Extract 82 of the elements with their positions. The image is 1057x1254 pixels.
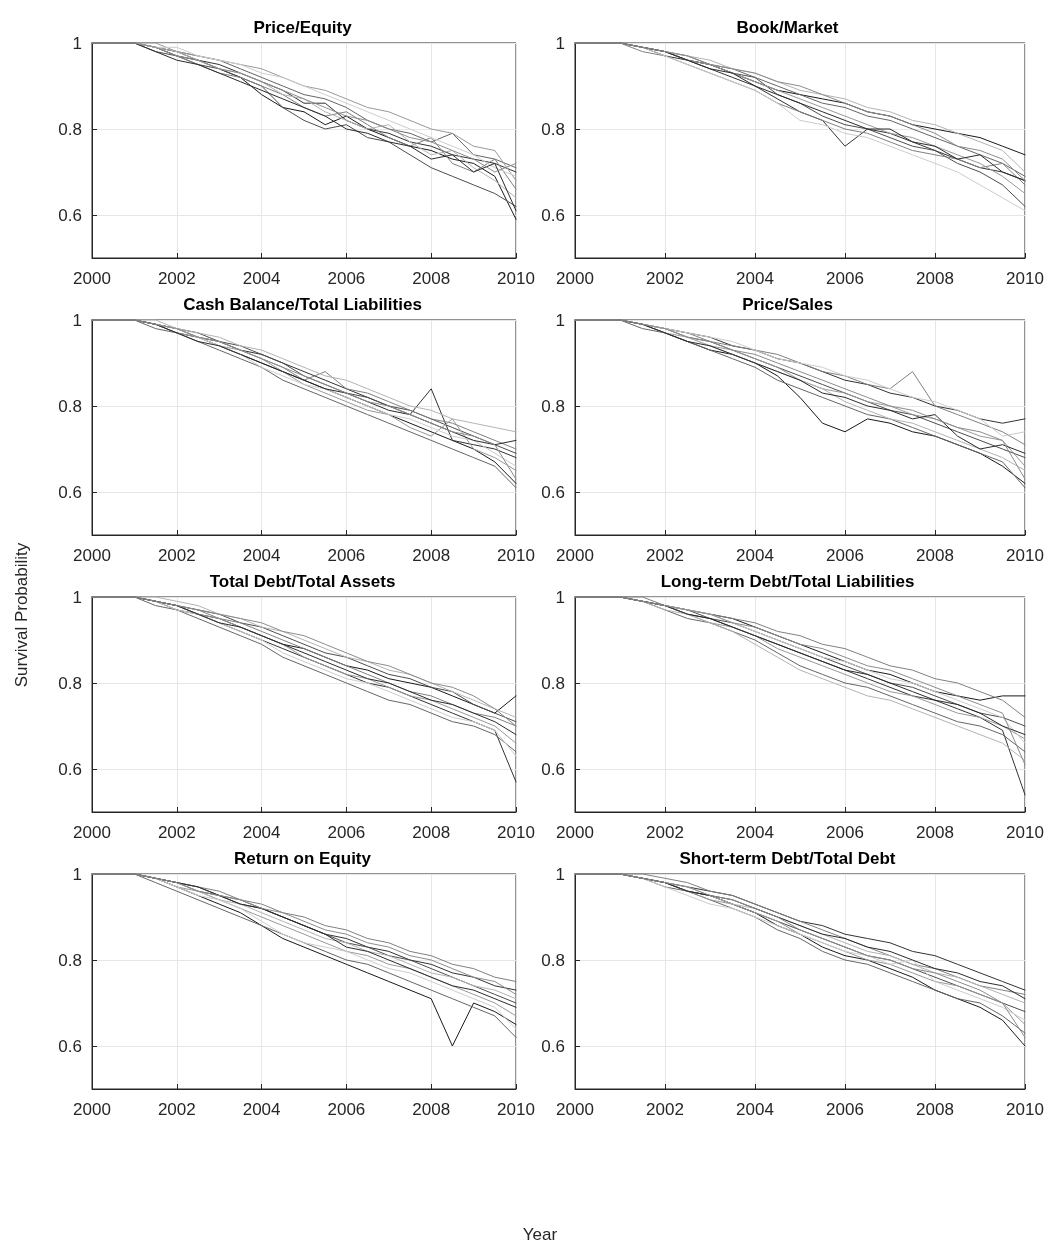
x-tick-label: 2002 — [646, 546, 684, 565]
x-tick-label: 2008 — [916, 546, 954, 565]
x-tick-label: 2000 — [556, 1100, 594, 1119]
y-tick-label: 0.8 — [58, 119, 82, 139]
y-tick-label: 0.6 — [58, 1036, 82, 1056]
x-tick-label: 2002 — [157, 269, 196, 288]
x-tick-label: 2002 — [157, 546, 196, 565]
y-tick-label: 0.8 — [58, 396, 82, 416]
x-tick-label: 2004 — [242, 823, 281, 842]
y-axis-title: Survival Probability — [12, 542, 32, 688]
y-tick-label: 1 — [72, 33, 82, 53]
x-tick-label: 2004 — [242, 1100, 281, 1119]
x-tick-label: 2010 — [1006, 269, 1044, 288]
x-tick-label: 2008 — [412, 1100, 451, 1119]
y-tick-label: 1 — [555, 587, 565, 607]
x-tick-label: 2006 — [826, 823, 864, 842]
x-tick-label: 2000 — [73, 546, 111, 565]
y-tick-label: 0.8 — [58, 950, 82, 970]
chart-title: Long-term Debt/Total Liabilities — [660, 572, 915, 591]
x-axis-title: Year — [522, 1225, 558, 1245]
x-tick-label: 2002 — [646, 269, 684, 288]
y-tick-label: 0.8 — [541, 119, 565, 139]
x-tick-label: 2004 — [242, 546, 281, 565]
x-tick-label: 2010 — [1006, 823, 1044, 842]
y-tick-label: 0.6 — [541, 205, 565, 225]
chart-title: Total Debt/Total Assets — [209, 572, 396, 591]
x-tick-label: 2002 — [157, 823, 196, 842]
x-tick-label: 2008 — [916, 269, 954, 288]
chart-title: Return on Equity — [234, 849, 372, 868]
x-tick-label: 2000 — [556, 269, 594, 288]
x-tick-label: 2000 — [73, 269, 111, 288]
y-tick-label: 1 — [555, 864, 565, 884]
chart-title: Price/Equity — [253, 18, 353, 37]
chart-title: Short-term Debt/Total Debt — [679, 849, 896, 868]
x-tick-label: 2000 — [556, 823, 594, 842]
x-tick-label: 2008 — [916, 823, 954, 842]
y-tick-label: 0.8 — [541, 950, 565, 970]
y-tick-label: 0.6 — [541, 482, 565, 502]
y-tick-label: 1 — [72, 310, 82, 330]
y-tick-label: 0.6 — [58, 205, 82, 225]
x-tick-label: 2006 — [327, 546, 366, 565]
x-tick-label: 2008 — [412, 546, 451, 565]
x-tick-label: 2004 — [736, 1100, 774, 1119]
x-tick-label: 2006 — [327, 1100, 366, 1119]
x-tick-label: 2002 — [646, 1100, 684, 1119]
x-tick-label: 2006 — [826, 1100, 864, 1119]
chart-title: Price/Sales — [742, 295, 833, 314]
x-tick-label: 2004 — [736, 546, 774, 565]
x-tick-label: 2006 — [826, 269, 864, 288]
x-tick-label: 2004 — [736, 269, 774, 288]
y-tick-label: 0.6 — [541, 759, 565, 779]
x-tick-label: 2008 — [916, 1100, 954, 1119]
x-tick-label: 2006 — [327, 823, 366, 842]
y-tick-label: 1 — [555, 310, 565, 330]
chart-title: Book/Market — [736, 18, 839, 37]
x-tick-label: 2004 — [736, 823, 774, 842]
x-tick-label: 2008 — [412, 269, 451, 288]
y-tick-label: 1 — [72, 587, 82, 607]
x-tick-label: 2010 — [1006, 1100, 1044, 1119]
x-tick-label: 2006 — [826, 546, 864, 565]
x-tick-label: 2010 — [497, 546, 535, 565]
x-tick-label: 2006 — [327, 269, 366, 288]
x-tick-label: 2010 — [497, 823, 535, 842]
x-tick-label: 2010 — [497, 269, 535, 288]
y-tick-label: 0.6 — [58, 482, 82, 502]
x-tick-label: 2002 — [646, 823, 684, 842]
x-tick-label: 2008 — [412, 823, 451, 842]
x-tick-label: 2002 — [157, 1100, 196, 1119]
x-tick-label: 2000 — [73, 1100, 111, 1119]
y-tick-label: 0.6 — [541, 1036, 565, 1056]
y-tick-label: 0.8 — [58, 673, 82, 693]
x-tick-label: 2004 — [242, 269, 281, 288]
x-tick-label: 2000 — [73, 823, 111, 842]
y-tick-label: 0.8 — [541, 673, 565, 693]
x-tick-label: 2000 — [556, 546, 594, 565]
y-tick-label: 1 — [555, 33, 565, 53]
y-tick-label: 1 — [72, 864, 82, 884]
y-tick-label: 0.6 — [58, 759, 82, 779]
chart-title: Cash Balance/Total Liabilities — [183, 295, 422, 314]
y-tick-label: 0.8 — [541, 396, 565, 416]
x-tick-label: 2010 — [1006, 546, 1044, 565]
x-tick-label: 2010 — [497, 1100, 535, 1119]
